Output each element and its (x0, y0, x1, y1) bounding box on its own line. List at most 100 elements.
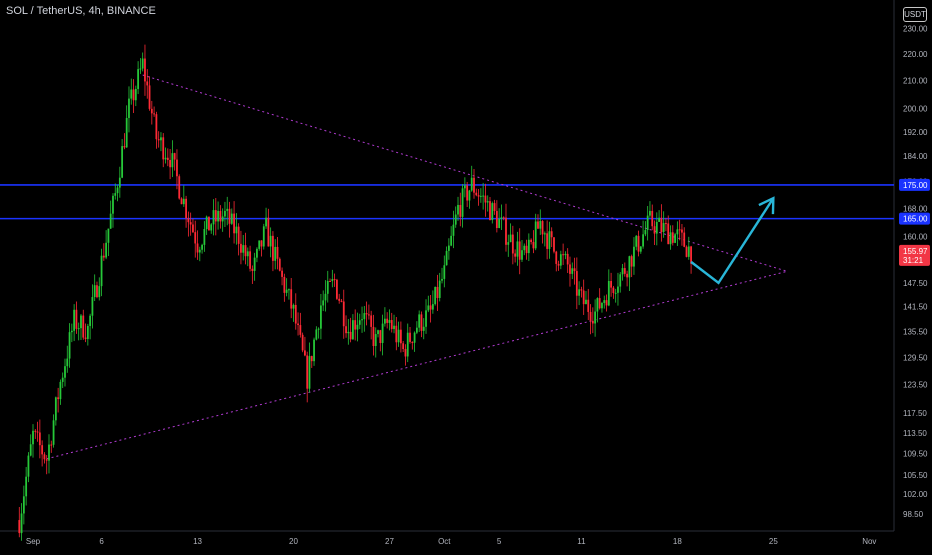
candle-body (459, 204, 462, 217)
candle-body (509, 234, 512, 243)
candle (66, 345, 69, 373)
candle (505, 203, 507, 252)
candle (185, 195, 187, 228)
candle (500, 204, 503, 231)
candle-body (397, 329, 400, 343)
candle-body (22, 496, 25, 514)
candle (352, 314, 354, 340)
candle (137, 61, 140, 95)
candle (187, 211, 190, 237)
candle (402, 340, 405, 352)
candle-body (310, 356, 313, 362)
candle (685, 245, 688, 258)
candle-body (546, 233, 549, 249)
candle (173, 152, 176, 171)
price-tick-label: 123.50 (903, 381, 928, 390)
candle-body (107, 228, 110, 243)
candle (628, 255, 631, 292)
candle-body (205, 216, 208, 230)
time-tick-label: Nov (862, 537, 876, 546)
candle-body (93, 285, 96, 298)
candle-body (32, 430, 34, 445)
candle (596, 297, 599, 323)
currency-badge[interactable]: USDT (903, 7, 927, 22)
candle-body (139, 68, 142, 70)
candle (644, 221, 647, 237)
candle-body (635, 235, 638, 247)
candle (404, 344, 407, 366)
candle-body (237, 226, 240, 244)
candle (32, 424, 34, 458)
candle-body (628, 256, 631, 278)
candle (466, 181, 469, 207)
candle (372, 314, 375, 356)
candle-body (153, 113, 156, 115)
candle (553, 237, 555, 254)
candle (468, 189, 471, 209)
candle (658, 210, 660, 223)
candle-body (523, 245, 526, 251)
candle (669, 225, 672, 250)
candle (555, 250, 558, 272)
candle (525, 239, 528, 260)
candle-body (105, 242, 108, 258)
candle-body (96, 285, 98, 298)
candle-body (678, 229, 681, 231)
candle-body (630, 256, 633, 267)
candle (418, 310, 421, 333)
candle-body (662, 223, 665, 233)
candle-body (555, 251, 558, 264)
candle (134, 85, 137, 107)
candle (409, 327, 411, 344)
candle (502, 216, 505, 221)
candle-body (395, 325, 398, 343)
time-tick-label: 11 (577, 537, 586, 546)
candle (230, 208, 233, 225)
candle (242, 235, 245, 261)
candle-body (150, 108, 153, 114)
candle-body (363, 313, 366, 320)
candle-body (415, 327, 418, 333)
candle-body (649, 210, 651, 216)
candle-body (454, 214, 457, 225)
candle (422, 318, 425, 340)
candle (313, 337, 315, 366)
candle-body (399, 329, 402, 344)
candle (196, 230, 199, 260)
level-price-tag (899, 178, 930, 191)
candle (388, 309, 391, 331)
candle-body (283, 276, 286, 293)
candle-body (217, 210, 219, 222)
candle (253, 252, 256, 281)
candle (331, 269, 334, 288)
candle (665, 217, 667, 232)
candle-body (614, 292, 617, 294)
candle-body (674, 234, 676, 243)
candle-body (36, 431, 39, 433)
candle (452, 210, 455, 249)
candle (447, 238, 450, 260)
candle-body (148, 85, 151, 109)
candle (594, 299, 597, 337)
candle-body (340, 300, 343, 302)
candle (578, 281, 581, 306)
candle-body (603, 300, 606, 304)
candle (226, 196, 229, 226)
candle (166, 148, 169, 167)
candle (198, 246, 201, 262)
candle-body (470, 177, 473, 191)
candle (333, 273, 336, 287)
price-tick-label: 98.50 (903, 510, 924, 519)
candle-body (553, 237, 555, 252)
candle-body (578, 289, 581, 296)
candle (212, 199, 215, 236)
candle-body (402, 343, 405, 350)
candle (687, 236, 690, 260)
candle (349, 317, 352, 343)
candle (582, 279, 585, 315)
price-tick-label: 102.00 (903, 490, 928, 499)
candle (116, 184, 119, 202)
candle (59, 379, 62, 405)
